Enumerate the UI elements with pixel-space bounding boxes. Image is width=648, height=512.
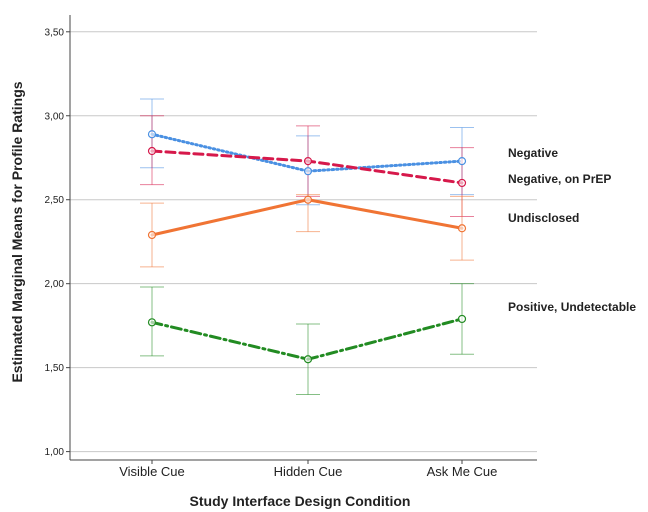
data-point: [303, 167, 313, 176]
data-point: [147, 146, 157, 156]
data-point: [303, 195, 313, 204]
x-axis-title: Study Interface Design Condition: [190, 493, 411, 509]
data-point: [457, 224, 467, 233]
data-point: [303, 156, 313, 166]
plot-frame: [69, 15, 537, 461]
series-label: Negative, on PrEP: [508, 172, 611, 186]
y-tick-label: 2,50: [45, 195, 65, 206]
series-line: [150, 317, 464, 361]
y-tick-label: 2,00: [45, 279, 65, 290]
x-axis-ticks: Visible Cue Hidden Cue Ask Me Cue: [119, 460, 497, 479]
data-point: [147, 230, 157, 240]
data-point: [303, 355, 313, 364]
gridlines: [70, 31, 537, 453]
series-points: [147, 130, 467, 364]
data-point: [457, 178, 467, 188]
series-labels: Negative Negative, on PrEP Undisclosed Posi…: [508, 146, 636, 314]
y-tick-label: 3,50: [45, 27, 65, 38]
y-tick-label: 1,00: [45, 447, 65, 458]
y-tick-label: 1,50: [45, 363, 65, 374]
data-point: [147, 130, 157, 139]
series-label: Undisclosed: [508, 211, 579, 225]
y-axis-title: Estimated Marginal Means for Profile Rat…: [9, 81, 25, 382]
data-point: [147, 318, 157, 327]
series-label: Negative: [508, 146, 558, 160]
y-axis-ticks: 1,00 1,50 2,00 2,50 3,00 3,50: [45, 27, 70, 458]
data-point: [457, 156, 467, 166]
x-tick-label: Visible Cue: [119, 464, 185, 479]
series-label: Positive, Undetectable: [508, 300, 636, 314]
x-tick-label: Ask Me Cue: [427, 464, 498, 479]
y-tick-label: 3,00: [45, 111, 65, 122]
data-point: [457, 314, 467, 324]
x-tick-label: Hidden Cue: [274, 464, 343, 479]
series-line: [150, 149, 464, 185]
